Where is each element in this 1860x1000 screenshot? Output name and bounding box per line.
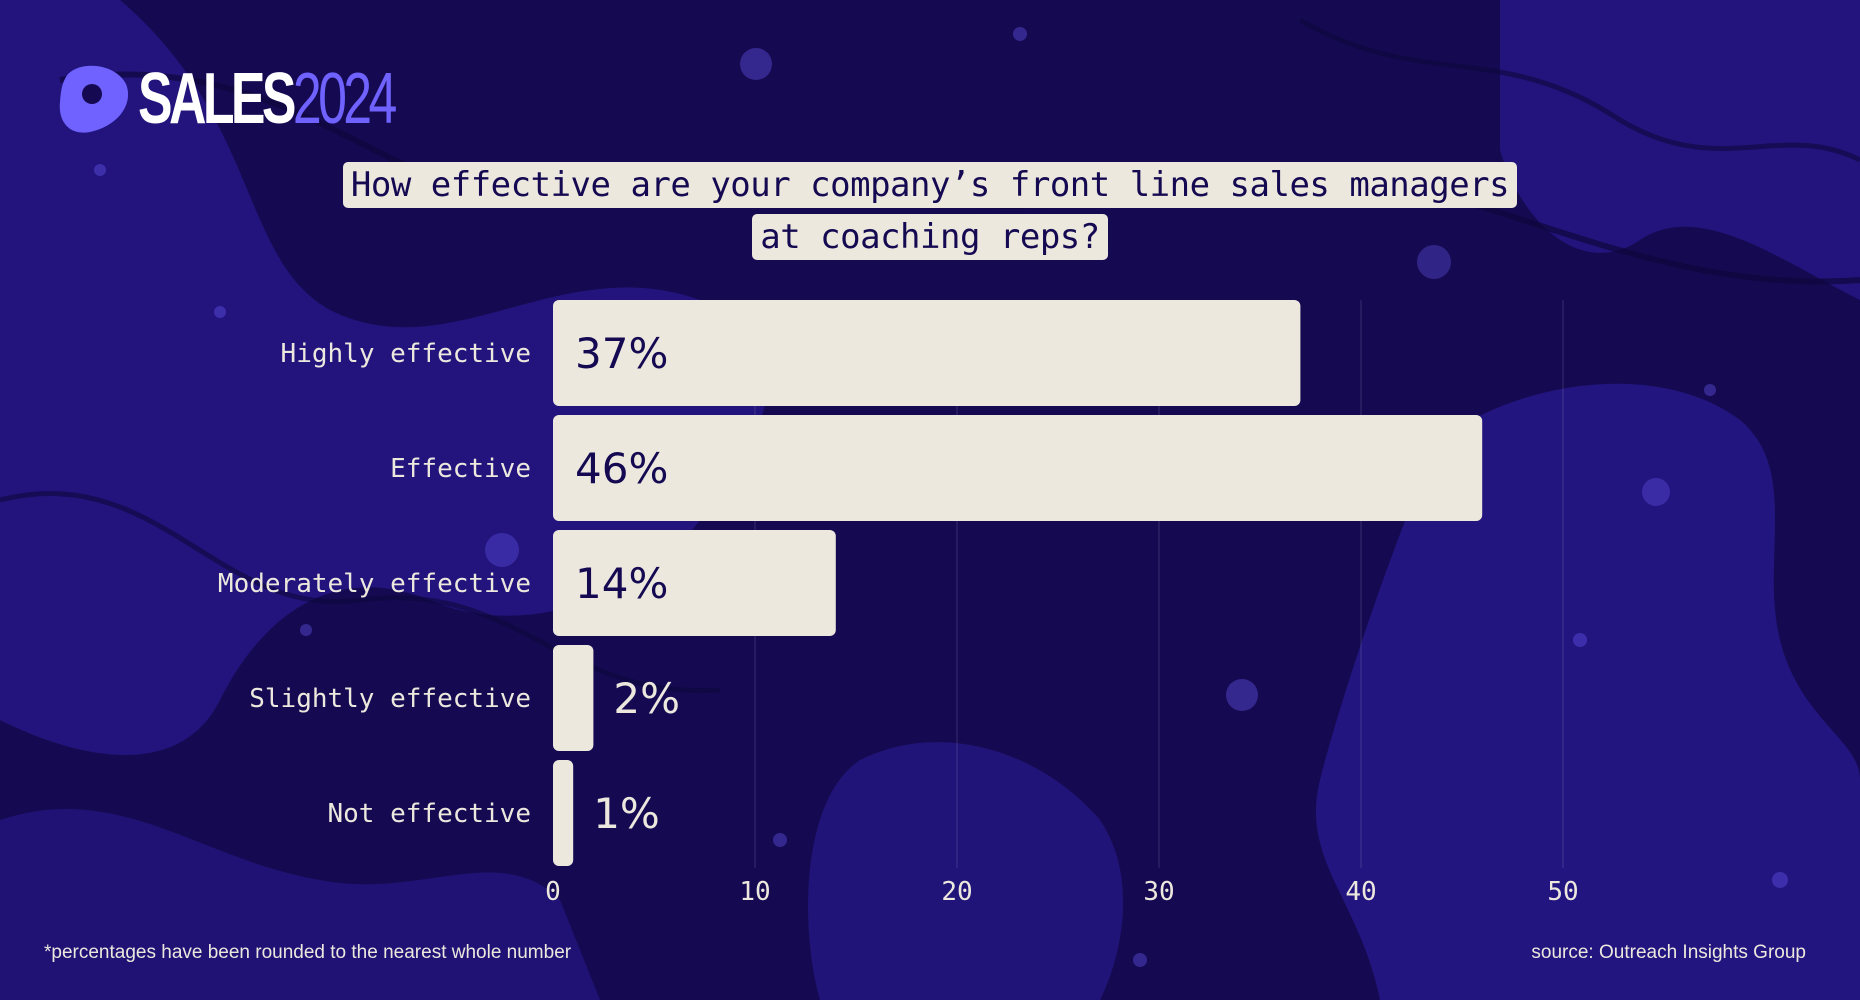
background-speck — [94, 164, 106, 176]
background-speck — [1573, 633, 1587, 647]
data-label: 46% — [575, 444, 668, 493]
brand-year: 2024 — [292, 59, 398, 139]
bar — [553, 645, 594, 751]
data-label: 1% — [593, 789, 660, 838]
brand-logo: SALES2024 — [56, 62, 493, 136]
location-pin-icon — [59, 65, 129, 133]
background-stroke — [1298, 17, 1860, 163]
brand-wordmark: SALES2024 — [138, 63, 397, 135]
source-credit: source: Outreach Insights Group — [1531, 942, 1806, 963]
x-tick-label: 10 — [739, 877, 770, 907]
background-speck — [485, 533, 519, 567]
footnote: *percentages have been rounded to the ne… — [44, 942, 572, 963]
background-speck — [1013, 27, 1027, 41]
background-blob — [1316, 383, 1860, 1000]
x-tick-label: 0 — [545, 877, 561, 907]
bar — [553, 530, 836, 636]
background-speck — [1642, 478, 1670, 506]
category-label: Effective — [390, 454, 531, 484]
background-speck — [1133, 953, 1147, 967]
category-label: Highly effective — [281, 339, 531, 369]
background-speck — [1704, 384, 1716, 396]
x-tick-label: 50 — [1547, 877, 1578, 907]
background-speck — [1772, 872, 1788, 888]
background-speck — [300, 624, 312, 636]
background-speck — [773, 833, 787, 847]
bar — [553, 415, 1483, 521]
x-tick-label: 40 — [1345, 877, 1376, 907]
bar — [553, 760, 574, 866]
data-label: 37% — [575, 329, 668, 378]
data-label: 2% — [613, 674, 680, 723]
category-label: Not effective — [328, 799, 532, 829]
background-speck — [214, 306, 226, 318]
category-label: Slightly effective — [249, 684, 531, 714]
x-tick-label: 30 — [1143, 877, 1174, 907]
chart-title-line-1: How effective are your company’s front l… — [342, 162, 1518, 208]
bar — [553, 300, 1301, 406]
background-blob — [0, 808, 600, 1000]
background-speck — [1226, 679, 1258, 711]
background-blob — [808, 742, 1124, 1000]
chart-title-line-2: at coaching reps? — [752, 214, 1108, 260]
x-tick-label: 20 — [941, 877, 972, 907]
chart-title: How effective are your company’s front l… — [0, 162, 1860, 260]
category-label: Moderately effective — [218, 569, 531, 599]
background-blob — [1500, 0, 1860, 300]
background-stroke — [0, 491, 721, 694]
brand-name: SALES — [138, 59, 296, 139]
background-speck — [1417, 245, 1451, 279]
background-speck — [740, 48, 772, 80]
data-label: 14% — [575, 559, 668, 608]
